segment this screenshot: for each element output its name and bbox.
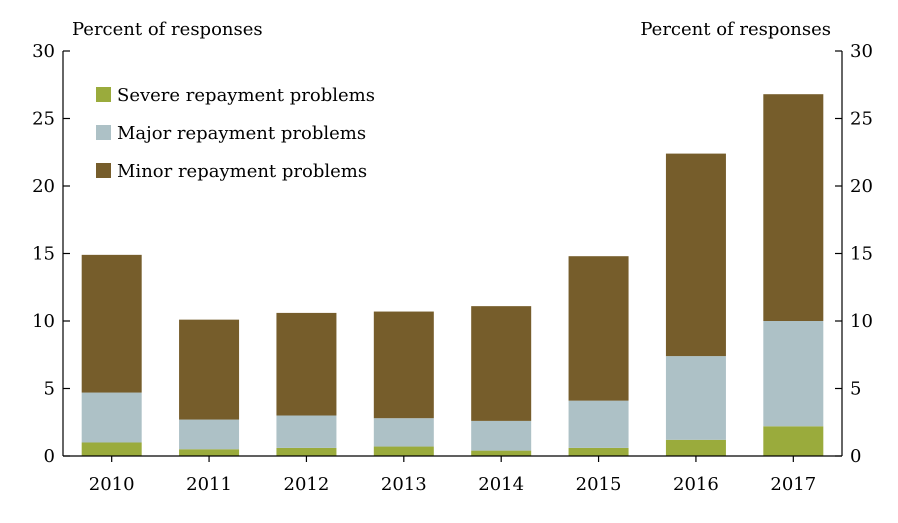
x-axis: 2010 2011 2012 2013 2014 2015 2016 2017 — [89, 456, 816, 495]
legend-label: Minor repayment problems — [117, 161, 367, 182]
bar-segment-major-2014 — [471, 420, 532, 451]
legend-swatch — [96, 87, 111, 102]
bar-segment-severe-2017 — [763, 426, 824, 456]
legend: Severe repayment problems Major repayment… — [96, 85, 375, 182]
x-tick-label: 2011 — [186, 474, 232, 495]
right-tick-label: 25 — [850, 109, 873, 130]
left-tick-label: 5 — [44, 379, 55, 400]
x-tick-label: 2013 — [381, 474, 427, 495]
x-tick-label: 2015 — [576, 474, 622, 495]
right-tick-label: 15 — [850, 244, 873, 265]
right-tick-label: 0 — [850, 446, 861, 467]
bar-segment-major-2010 — [81, 392, 142, 443]
bar-segment-minor-2017 — [763, 94, 824, 321]
right-tick-label: 5 — [850, 379, 861, 400]
left-tick-label: 25 — [32, 109, 55, 130]
right-y-axis: 0 5 10 15 20 25 30 — [835, 41, 873, 467]
x-tick-label: 2014 — [478, 474, 524, 495]
bar-segment-severe-2012 — [276, 447, 337, 456]
bar-segment-severe-2015 — [568, 447, 629, 456]
bar-segment-minor-2015 — [568, 256, 629, 401]
bar-segment-minor-2013 — [373, 311, 434, 419]
right-axis-title: Percent of responses — [640, 19, 831, 40]
right-tick-label: 20 — [850, 176, 873, 197]
bar-segment-major-2013 — [373, 418, 434, 447]
bar-segment-major-2011 — [179, 419, 240, 450]
bar-segment-major-2016 — [665, 356, 726, 440]
bar-segment-minor-2016 — [665, 153, 726, 357]
legend-label: Severe repayment problems — [117, 85, 375, 106]
left-tick-label: 0 — [44, 446, 55, 467]
left-tick-label: 30 — [32, 41, 55, 62]
bar-segment-major-2017 — [763, 321, 824, 427]
bar-segment-minor-2012 — [276, 312, 337, 416]
bars — [81, 94, 824, 456]
legend-swatch — [96, 163, 111, 178]
left-tick-label: 10 — [32, 311, 55, 332]
x-tick-label: 2010 — [89, 474, 135, 495]
bar-segment-minor-2010 — [81, 254, 142, 393]
bar-segment-severe-2016 — [665, 439, 726, 456]
bar-segment-minor-2011 — [179, 319, 240, 420]
bar-segment-major-2012 — [276, 415, 337, 448]
x-tick-label: 2012 — [284, 474, 330, 495]
bar-segment-major-2015 — [568, 400, 629, 448]
right-tick-label: 10 — [850, 311, 873, 332]
bar-segment-severe-2011 — [179, 449, 240, 456]
left-tick-label: 20 — [32, 176, 55, 197]
x-tick-label: 2017 — [770, 474, 816, 495]
bar-segment-minor-2014 — [471, 306, 532, 421]
right-tick-label: 30 — [850, 41, 873, 62]
bar-segment-severe-2014 — [471, 450, 532, 456]
plot-frame — [62, 51, 843, 457]
bar-segment-severe-2013 — [373, 446, 434, 456]
legend-label: Major repayment problems — [117, 123, 366, 144]
left-y-axis: 0 5 10 15 20 25 30 — [32, 41, 70, 467]
left-axis-title: Percent of responses — [72, 19, 263, 40]
left-tick-label: 15 — [32, 244, 55, 265]
bar-segment-severe-2010 — [81, 442, 142, 456]
x-tick-label: 2016 — [673, 474, 719, 495]
legend-swatch — [96, 125, 111, 140]
